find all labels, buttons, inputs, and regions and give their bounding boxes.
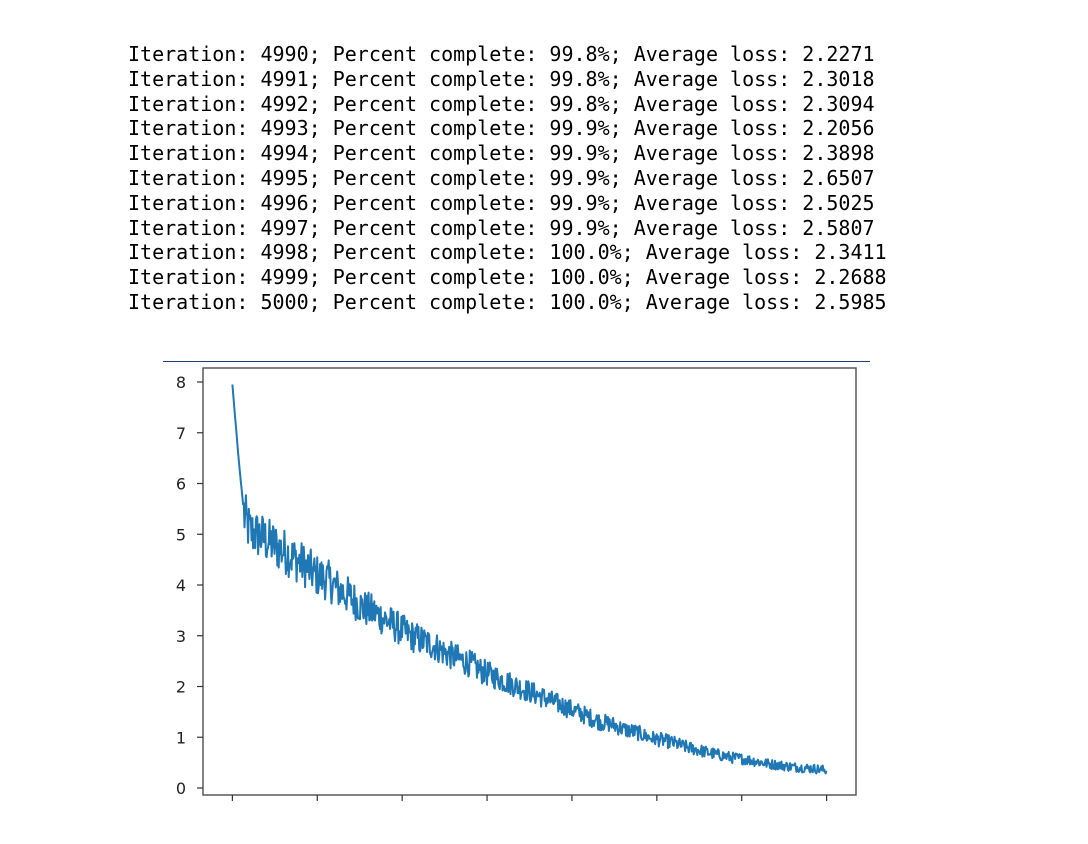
- y-tick-label: 7: [176, 424, 186, 443]
- loss-series-line: [231, 384, 828, 775]
- log-line: Iteration: 4993; Percent complete: 99.9%…: [128, 116, 875, 141]
- y-tick-label: 3: [176, 627, 186, 646]
- log-line: Iteration: 5000; Percent complete: 100.0…: [128, 289, 887, 314]
- y-tick-label: 2: [176, 678, 186, 697]
- log-line: Iteration: 4992; Percent complete: 99.8%…: [128, 91, 875, 116]
- y-tick-label: 5: [176, 525, 186, 544]
- y-tick-label: 6: [176, 475, 186, 494]
- separator-line: [163, 361, 870, 362]
- log-line: Iteration: 4994; Percent complete: 99.9%…: [128, 141, 875, 166]
- plot-frame: [202, 367, 857, 796]
- log-line: Iteration: 4991; Percent complete: 99.8%…: [128, 66, 875, 91]
- log-line: Iteration: 4990; Percent complete: 99.8%…: [128, 42, 875, 66]
- log-line: Iteration: 4996; Percent complete: 99.9%…: [128, 190, 875, 215]
- y-tick-label: 8: [176, 373, 186, 392]
- training-log: Iteration: 4990; Percent complete: 99.8%…: [128, 42, 887, 315]
- y-tick-label: 0: [176, 779, 186, 798]
- y-tick-label: 1: [176, 728, 186, 747]
- y-tick-label: 4: [176, 576, 186, 595]
- log-line: Iteration: 4998; Percent complete: 100.0…: [128, 240, 887, 265]
- log-line: Iteration: 4997; Percent complete: 99.9%…: [128, 215, 875, 240]
- log-line: Iteration: 4999; Percent complete: 100.0…: [128, 265, 887, 290]
- log-line: Iteration: 4995; Percent complete: 99.9%…: [128, 165, 875, 190]
